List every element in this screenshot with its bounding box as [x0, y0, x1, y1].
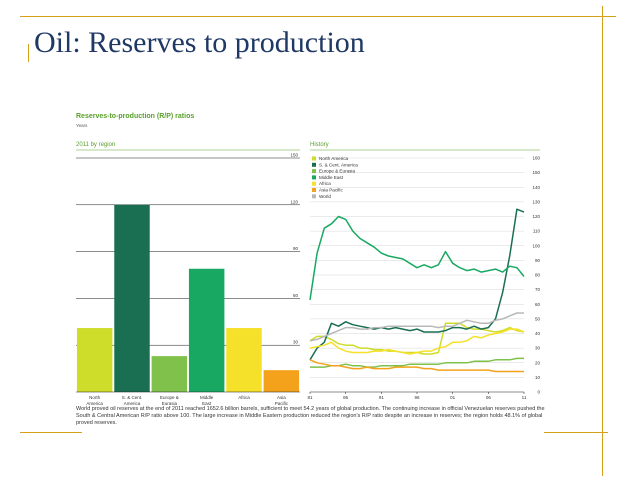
- line-y-tick-label: 50: [535, 316, 541, 321]
- legend-label-north-america: North America: [319, 156, 349, 161]
- bar-north-america: [76, 328, 113, 392]
- line-y-tick-label: 120: [532, 214, 540, 219]
- figure-title: Reserves-to-production (R/P) ratios: [76, 113, 195, 120]
- legend-swatch-north-america: [312, 156, 316, 161]
- line-y-tick-label: 0: [537, 390, 540, 395]
- legend-label-s-cent-america: S. & Cent. America: [319, 162, 358, 167]
- figure-subtitle: Years: [76, 123, 88, 128]
- bar-panel-title: 2011 by region: [76, 142, 116, 148]
- line-x-tick-label: 11: [522, 395, 527, 400]
- slide-top-rule: [20, 16, 616, 17]
- line-y-tick-label: 160: [532, 156, 540, 161]
- bar-x-tick-label: Eurasia: [162, 401, 178, 406]
- legend-label-africa: Africa: [319, 181, 331, 186]
- bar-africa: [226, 328, 262, 392]
- line-x-tick-label: 01: [450, 395, 456, 400]
- series-line-middle-east: [309, 215, 525, 301]
- figure-caption: World proved oil reserves at the end of …: [76, 406, 545, 427]
- bar-s-cent-america: [114, 204, 150, 392]
- history-panel-title: History: [310, 142, 329, 148]
- slide-bottom-rule-left: [20, 432, 82, 433]
- bar-y-tick-label: 60: [293, 293, 299, 298]
- legend-swatch-europe-eurasia: [312, 169, 316, 174]
- bar-x-tick-label: America: [86, 401, 103, 406]
- bar-x-tick-label: East: [202, 401, 212, 406]
- legend-label-asia-pacific: Asia Pacific: [319, 188, 343, 193]
- series-line-s-cent-america: [309, 208, 525, 361]
- bar-x-tick-label: Asia: [277, 395, 286, 400]
- legend-swatch-s-cent-america: [312, 162, 316, 167]
- line-x-tick-label: 06: [486, 395, 492, 400]
- slide-right-rule: [602, 6, 603, 476]
- bar-x-tick-label: Pacific: [275, 401, 289, 406]
- bar-x-tick-label: North: [89, 395, 101, 400]
- slide-title: Oil: Reserves to production: [34, 26, 365, 59]
- line-y-tick-label: 80: [535, 273, 541, 278]
- line-y-tick-label: 40: [535, 331, 541, 336]
- line-x-tick-label: 91: [379, 395, 385, 400]
- line-x-tick-label: 96: [414, 395, 420, 400]
- line-y-tick-label: 140: [532, 185, 540, 190]
- line-x-tick-label: 81: [307, 395, 313, 400]
- bar-europe-eurasia: [151, 356, 188, 392]
- legend-label-middle-east: Middle East: [319, 175, 344, 180]
- line-x-tick-label: 86: [343, 395, 349, 400]
- legend-label-world: World: [319, 194, 331, 199]
- legend-swatch-world: [312, 194, 316, 199]
- line-y-tick-label: 100: [532, 243, 540, 248]
- series-line-europe-eurasia: [310, 357, 524, 368]
- series-line-asia-pacific: [309, 359, 524, 373]
- bar-y-tick-label: 30: [293, 340, 299, 345]
- bar-x-tick-label: Africa: [238, 395, 250, 400]
- line-y-tick-label: 90: [535, 258, 541, 263]
- bar-y-tick-label: 120: [290, 199, 298, 204]
- slide-left-rule: [28, 44, 29, 62]
- line-y-tick-label: 60: [535, 302, 541, 307]
- line-y-tick-label: 30: [535, 346, 541, 351]
- legend-label-europe-eurasia: Europe & Eurasia: [319, 169, 355, 174]
- legend-swatch-africa: [312, 181, 316, 186]
- legend-swatch-asia-pacific: [312, 188, 316, 192]
- line-y-tick-label: 20: [535, 360, 541, 365]
- bar-y-tick-label: 150: [290, 153, 298, 158]
- slide-bottom-rule-right: [544, 432, 608, 433]
- series-line-world: [309, 312, 524, 342]
- series-line-africa: [309, 328, 525, 355]
- line-y-tick-label: 130: [532, 199, 540, 204]
- bar-x-tick-label: America: [124, 401, 141, 406]
- bar-middle-east: [188, 268, 225, 392]
- line-y-tick-label: 70: [535, 287, 541, 292]
- bar-y-tick-label: 90: [293, 246, 299, 251]
- bar-x-tick-label: Europe &: [160, 395, 179, 400]
- legend-swatch-middle-east: [312, 175, 316, 180]
- line-y-tick-label: 150: [532, 170, 540, 175]
- bar-asia-pacific: [263, 370, 300, 392]
- bar-x-tick-label: Middle: [200, 395, 214, 400]
- line-y-tick-label: 10: [535, 375, 541, 380]
- bar-x-tick-label: S. & Cent.: [122, 395, 143, 400]
- line-y-tick-label: 110: [533, 229, 541, 234]
